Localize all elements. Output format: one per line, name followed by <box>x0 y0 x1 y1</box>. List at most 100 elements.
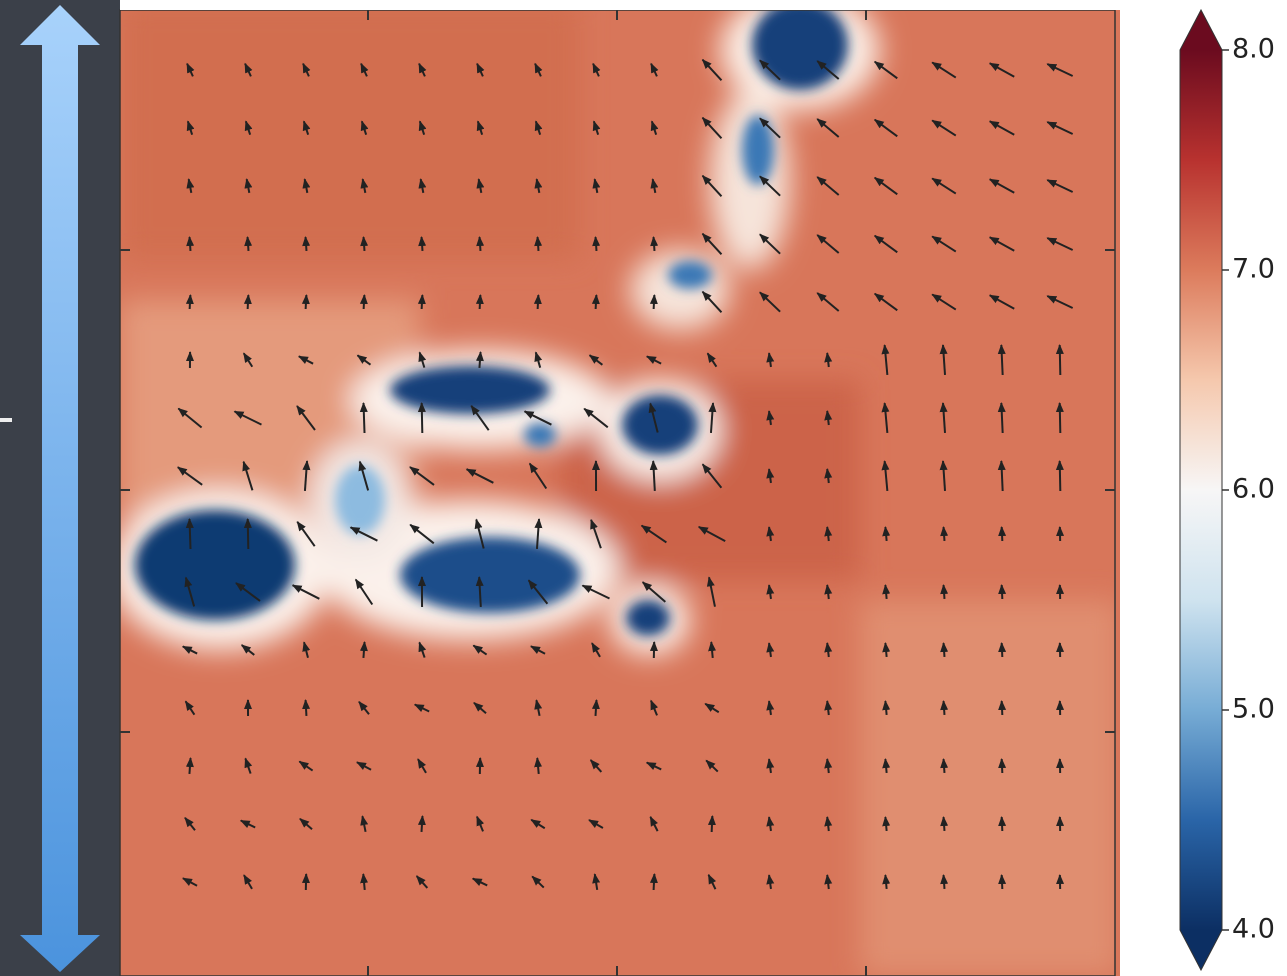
vector-arrow <box>530 645 546 655</box>
vector-arrow <box>418 120 427 135</box>
vector-arrow <box>471 877 488 887</box>
colorbar-tick-label: 4.0 <box>1232 914 1275 945</box>
vector-arrow <box>531 875 545 889</box>
vector-arrow <box>873 60 898 80</box>
vector-arrow <box>186 62 195 77</box>
vector-arrow <box>583 407 609 429</box>
vector-arrow <box>766 758 775 774</box>
blob <box>622 395 698 455</box>
vector-arrow <box>358 700 370 715</box>
vector-arrow <box>476 62 485 77</box>
vector-arrow <box>824 584 833 600</box>
vector-arrow <box>873 118 898 138</box>
vector-arrow <box>298 760 314 772</box>
vector-arrow <box>244 236 253 252</box>
vector-arrow <box>766 642 775 658</box>
vector-arrow <box>998 874 1007 890</box>
vector-arrow <box>988 120 1015 136</box>
vector-arrow <box>645 761 662 771</box>
vector-arrow <box>940 526 949 542</box>
vector-arrow <box>816 234 840 254</box>
vector-arrow <box>707 873 717 890</box>
vector-arrow <box>706 576 716 607</box>
vector-arrow <box>881 344 890 376</box>
vector-arrow <box>534 699 543 717</box>
vector-arrow <box>177 407 203 429</box>
vector-arrow <box>701 58 723 81</box>
vector-arrow <box>766 816 775 832</box>
vector-arrow <box>591 294 600 310</box>
vector-arrow <box>472 644 488 656</box>
vector-arrow <box>645 355 662 365</box>
vector-arrow <box>704 702 720 714</box>
vector-arrow <box>766 700 775 716</box>
vector-arrow <box>697 526 726 542</box>
vector-arrow <box>824 526 833 542</box>
vector-arrow <box>939 460 948 492</box>
vector-arrow <box>882 584 891 600</box>
vector-arrow <box>931 177 957 195</box>
vector-arrow <box>873 176 898 196</box>
vector-arrow <box>186 178 195 194</box>
vector-arrow <box>534 178 543 194</box>
vector-arrow <box>988 294 1015 310</box>
vector-arrow <box>415 875 429 889</box>
vector-arrow <box>706 352 718 368</box>
vector-arrow <box>523 410 552 426</box>
vector-arrow <box>988 62 1015 78</box>
vector-arrow <box>641 581 666 603</box>
vector-arrow <box>354 578 374 606</box>
vector-arrow <box>998 584 1007 600</box>
vector-arrow <box>530 818 546 830</box>
vector-arrow <box>185 294 194 310</box>
vector-arrow <box>882 642 891 658</box>
vector-arrow <box>759 59 781 81</box>
vector-arrow <box>233 410 262 426</box>
vector-arrow <box>359 641 368 659</box>
vector-arrow <box>359 402 368 434</box>
vector-arrow <box>302 178 311 194</box>
vector-arrow <box>640 524 667 544</box>
vector-arrow <box>418 236 427 252</box>
vector-arrow <box>244 120 253 135</box>
vector-arrow <box>988 236 1015 252</box>
vector-arrow <box>475 576 484 608</box>
vector-arrow <box>534 757 543 775</box>
vector-arrow <box>998 700 1007 716</box>
vector-arrow <box>766 584 775 600</box>
vector-arrow <box>1046 63 1074 77</box>
vector-arrow <box>707 815 716 833</box>
vector-arrow <box>413 703 430 713</box>
vector-arrow <box>759 175 781 197</box>
vector-arrow <box>360 873 369 891</box>
colorbar-tick-label: 7.0 <box>1232 254 1275 285</box>
vector-arrow <box>244 757 253 774</box>
vector-arrow <box>881 402 890 434</box>
vector-arrow <box>759 117 781 139</box>
vector-arrow <box>475 351 484 369</box>
vector-arrow <box>701 174 723 197</box>
vector-arrow <box>417 402 426 434</box>
vector-arrow <box>940 584 949 600</box>
low-values <box>135 10 848 636</box>
vector-arrow <box>591 642 601 658</box>
vector-arrow <box>417 815 426 833</box>
vector-arrow <box>824 816 833 832</box>
vector-arrow <box>766 526 775 542</box>
vector-arrow <box>533 294 542 310</box>
vector-arrow <box>931 61 957 79</box>
vector-arrow <box>940 874 949 890</box>
vector-arrow <box>301 294 310 310</box>
vector-arrow <box>534 236 543 252</box>
vector-arrow <box>243 874 253 890</box>
blob <box>626 600 670 636</box>
vector-arrow <box>931 235 957 253</box>
vector-arrow <box>181 645 198 655</box>
vector-arrow <box>998 642 1007 658</box>
vector-arrow <box>1055 344 1064 376</box>
vector-arrow <box>873 292 898 312</box>
vector-arrow <box>417 294 426 310</box>
vector-arrow <box>591 699 600 717</box>
vector-arrow <box>824 758 833 774</box>
